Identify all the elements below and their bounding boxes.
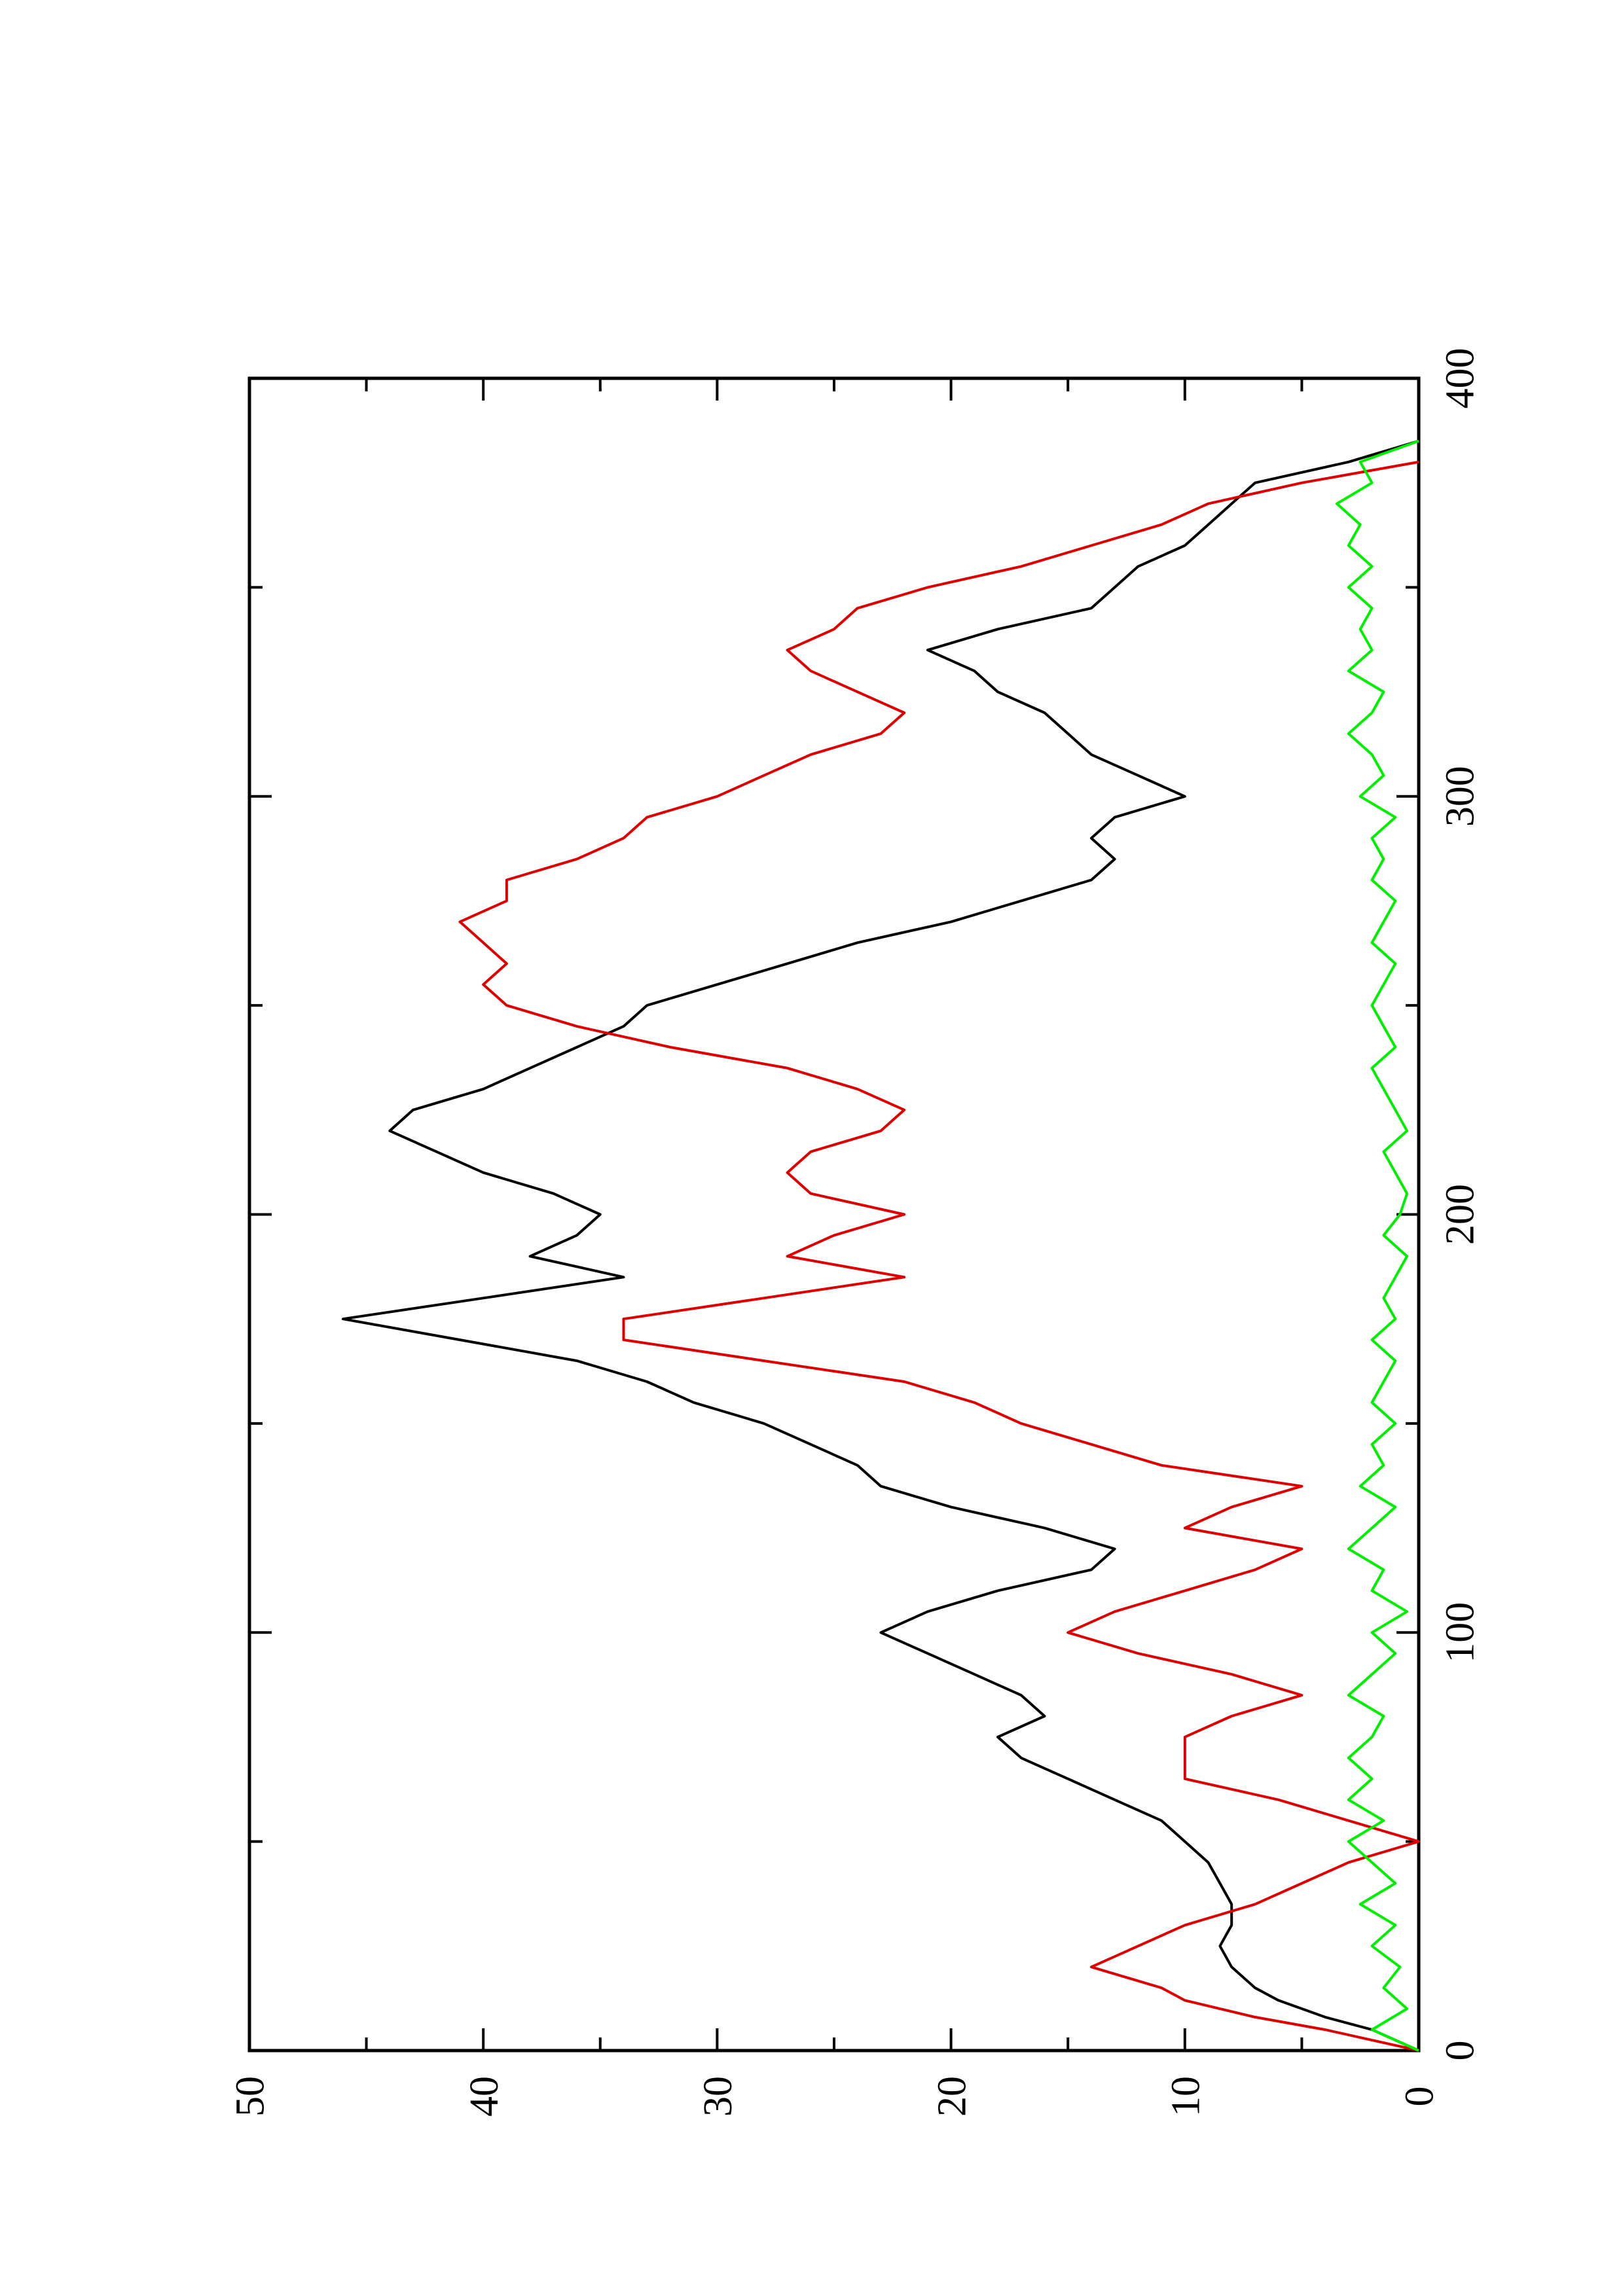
- y-tick-label: 50: [228, 2076, 273, 2117]
- tick-labels: 0 100 200 300 400 0 10 20 30 40 50: [228, 348, 1483, 2117]
- x-tick-label: 400: [1438, 348, 1483, 409]
- y-tick-label: 10: [1164, 2076, 1209, 2117]
- plot-area: [247, 376, 1421, 2053]
- x-tick-label: 300: [1438, 766, 1483, 827]
- series-line-1: [341, 439, 1419, 2052]
- ticks: [248, 377, 1420, 2052]
- x-tick-label: 100: [1438, 1602, 1483, 1663]
- series-line-3: [1336, 439, 1419, 2052]
- series-line-2: [458, 460, 1420, 2052]
- x-tick-label: 200: [1438, 1184, 1483, 1245]
- y-tick-label: 30: [696, 2076, 740, 2117]
- series-layer: [341, 439, 1420, 2052]
- y-tick-label: 40: [462, 2076, 507, 2117]
- x-tick-label: 0: [1438, 2041, 1483, 2061]
- y-tick-label: 20: [930, 2076, 974, 2117]
- y-tick-label: 0: [1398, 2087, 1442, 2107]
